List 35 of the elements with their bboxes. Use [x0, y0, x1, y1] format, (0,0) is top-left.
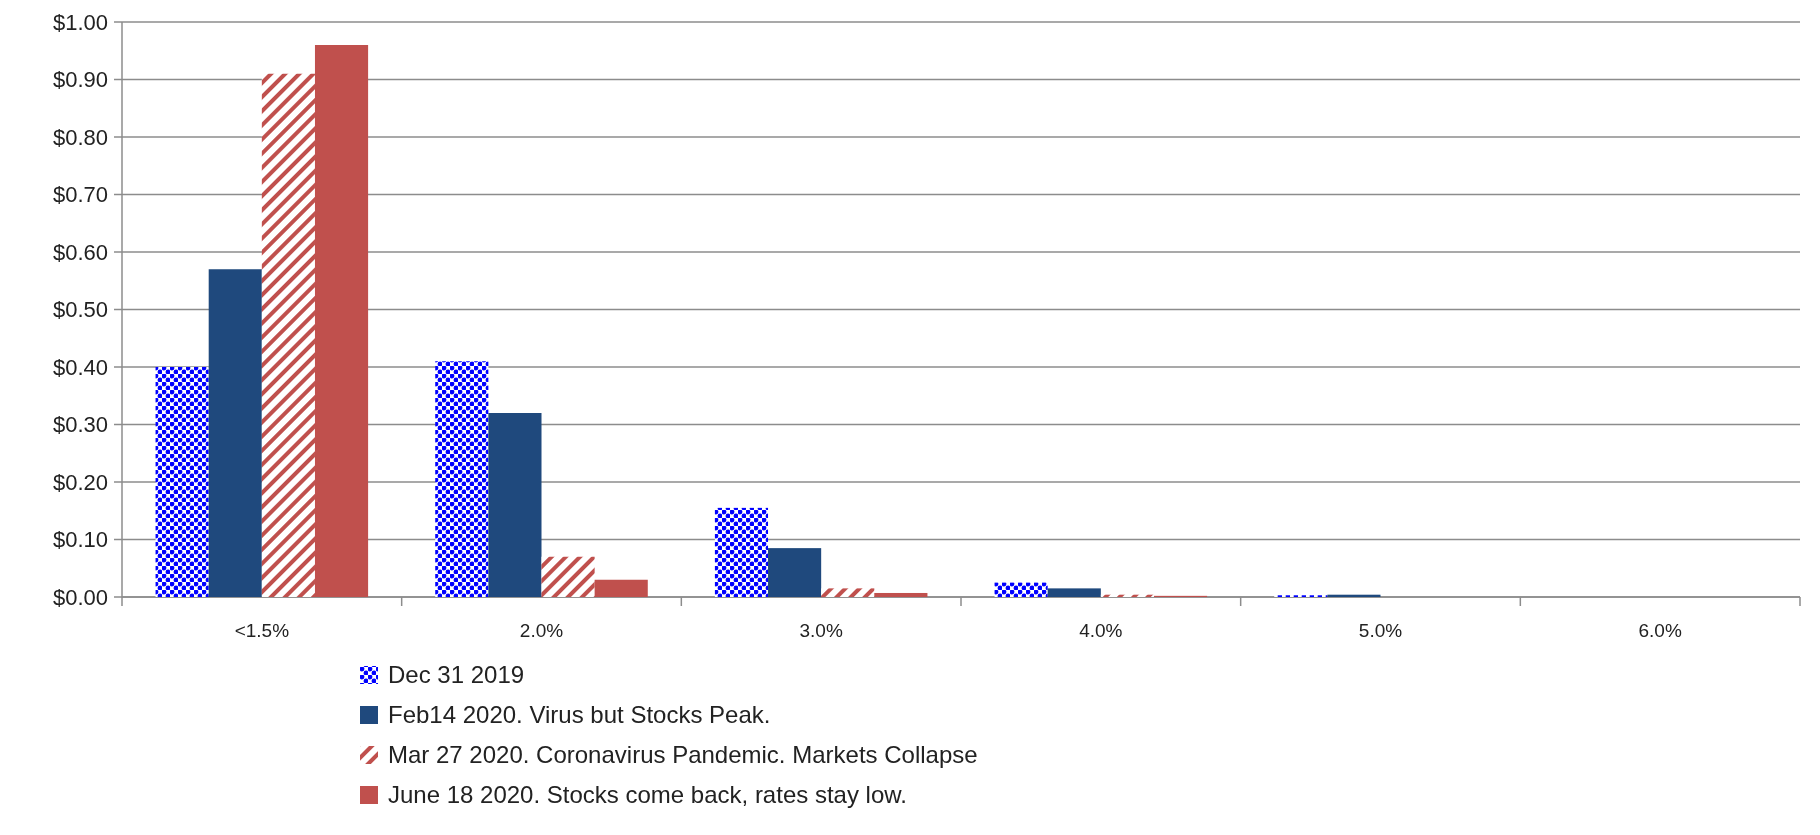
y-tick-label: $0.60 [52, 239, 108, 265]
y-tick-label: $1.00 [52, 9, 108, 35]
y-tick-label: $0.40 [52, 354, 108, 380]
y-tick-label: $0.10 [52, 527, 108, 553]
x-tick-label: 5.0% [1358, 620, 1403, 641]
bar [488, 413, 542, 597]
y-tick-label: $0.30 [52, 412, 108, 438]
bar [314, 45, 369, 597]
legend-label: Mar 27 2020. Coronavirus Pandemic. Markets Collapse [388, 741, 978, 769]
x-tick-label: 4.0% [1079, 620, 1123, 641]
bar [874, 592, 928, 597]
bar [594, 579, 648, 597]
y-tick-label: $0.20 [52, 469, 108, 495]
y-tick-label: $0.50 [52, 297, 108, 323]
bar [714, 507, 769, 597]
bar [261, 73, 315, 597]
bar [994, 582, 1048, 597]
y-tick-label: $0.00 [52, 584, 108, 610]
bar [541, 556, 595, 597]
bar [821, 588, 875, 597]
legend-label: Dec 31 2019 [388, 661, 525, 689]
bar [1047, 588, 1101, 597]
bar [155, 367, 209, 597]
bar [208, 269, 262, 597]
legend-label: June 18 2020. Stocks come back, rates stay low. [388, 781, 907, 809]
x-tick-label: <1.5% [234, 620, 290, 641]
legend-label: Feb14 2020. Virus but Stocks Peak. [388, 701, 771, 729]
x-tick-label: 3.0% [799, 620, 843, 641]
x-tick-label: 2.0% [519, 620, 564, 641]
y-tick-label: $0.80 [52, 124, 108, 150]
y-tick-label: $0.90 [52, 67, 108, 93]
x-tick-label: 6.0% [1638, 620, 1682, 641]
bar [435, 361, 489, 597]
bar [768, 548, 822, 597]
y-tick-label: $0.70 [52, 182, 108, 208]
